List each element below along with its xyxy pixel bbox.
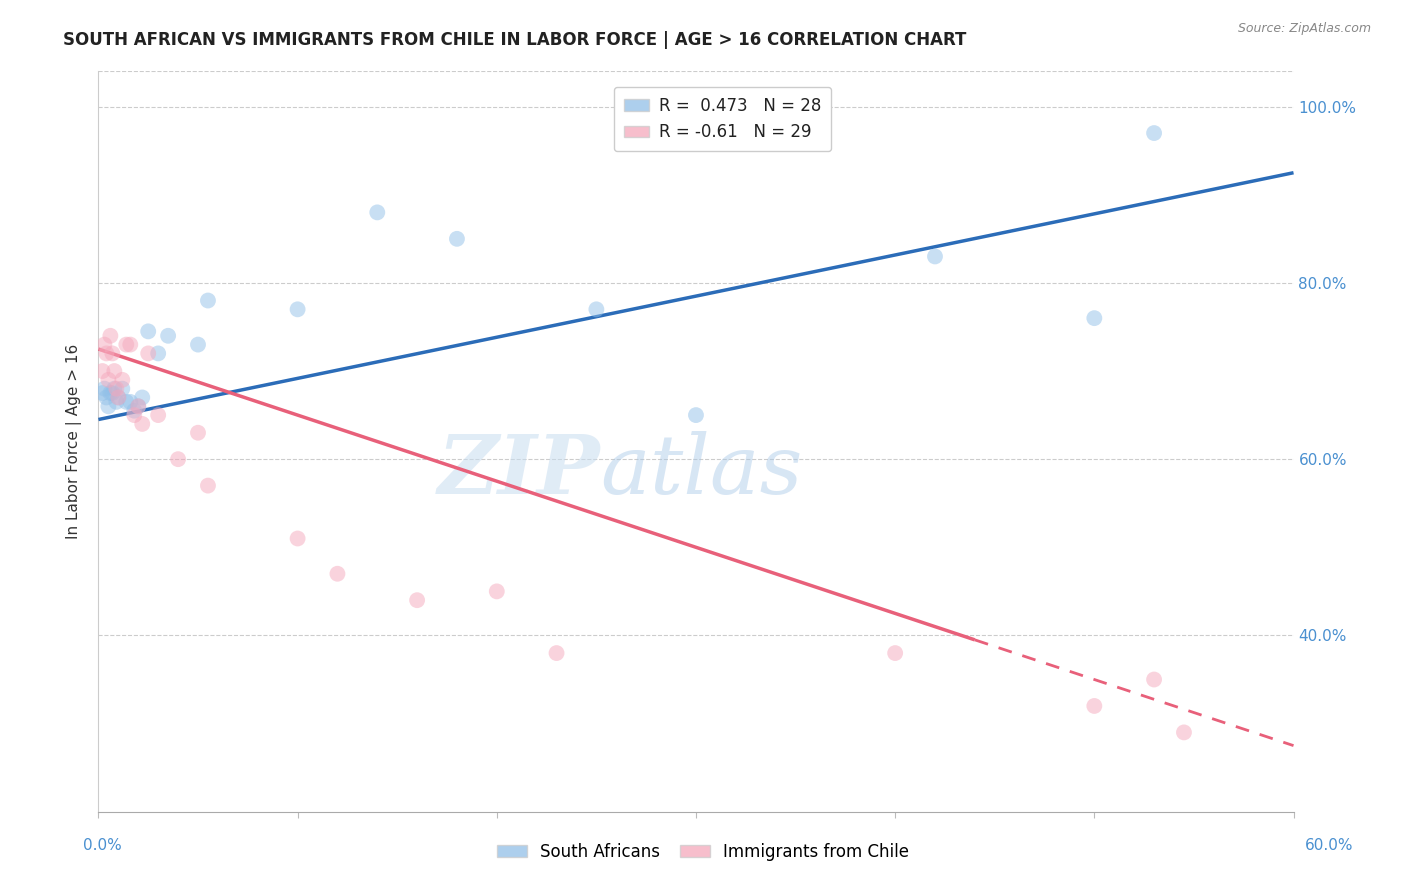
Text: SOUTH AFRICAN VS IMMIGRANTS FROM CHILE IN LABOR FORCE | AGE > 16 CORRELATION CHA: SOUTH AFRICAN VS IMMIGRANTS FROM CHILE I… [63,31,967,49]
Point [103,382,125,396]
Point [167,452,190,467]
Point [157,328,180,343]
Legend: South Africans, Immigrants from Chile: South Africans, Immigrants from Chile [491,837,915,868]
Text: ZIP: ZIP [437,431,600,511]
Point [287,532,309,546]
Point [91,386,114,401]
Point [131,417,153,431]
Point [105,382,128,396]
Text: Source: ZipAtlas.com: Source: ZipAtlas.com [1237,22,1371,36]
Point [1143,673,1166,687]
Point [115,395,138,409]
Point [197,478,219,492]
Point [120,395,142,409]
Point [406,593,429,607]
Point [136,346,159,360]
Point [111,373,134,387]
Point [187,425,209,440]
Point [197,293,219,308]
Point [93,382,115,396]
Point [1173,725,1195,739]
Text: 60.0%: 60.0% [1305,838,1353,853]
Point [96,391,118,405]
Point [111,382,134,396]
Point [127,399,149,413]
Point [127,399,149,413]
Point [98,328,122,343]
Point [148,346,170,360]
Point [124,403,146,417]
Point [107,391,129,405]
Text: atlas: atlas [600,431,803,511]
Point [546,646,568,660]
Point [1083,311,1105,326]
Point [107,391,129,405]
Legend: R =  0.473   N = 28, R = -0.61   N = 29: R = 0.473 N = 28, R = -0.61 N = 29 [613,87,831,152]
Point [326,566,349,581]
Point [97,373,120,387]
Point [1143,126,1166,140]
Point [131,391,153,405]
Point [91,364,114,378]
Point [96,346,118,360]
Point [98,386,122,401]
Point [685,408,707,422]
Point [101,346,124,360]
Point [287,302,309,317]
Point [105,395,128,409]
Point [187,337,209,351]
Point [124,408,146,422]
Y-axis label: In Labor Force | Age > 16: In Labor Force | Age > 16 [66,344,83,539]
Point [115,337,138,351]
Point [1083,698,1105,713]
Text: 0.0%: 0.0% [83,838,122,853]
Point [366,205,388,219]
Point [136,324,159,338]
Point [884,646,907,660]
Point [446,232,468,246]
Point [97,399,120,413]
Point [148,408,170,422]
Point [103,364,125,378]
Point [924,250,946,264]
Point [101,386,124,401]
Point [485,584,508,599]
Point [585,302,607,317]
Point [120,337,142,351]
Point [93,337,115,351]
